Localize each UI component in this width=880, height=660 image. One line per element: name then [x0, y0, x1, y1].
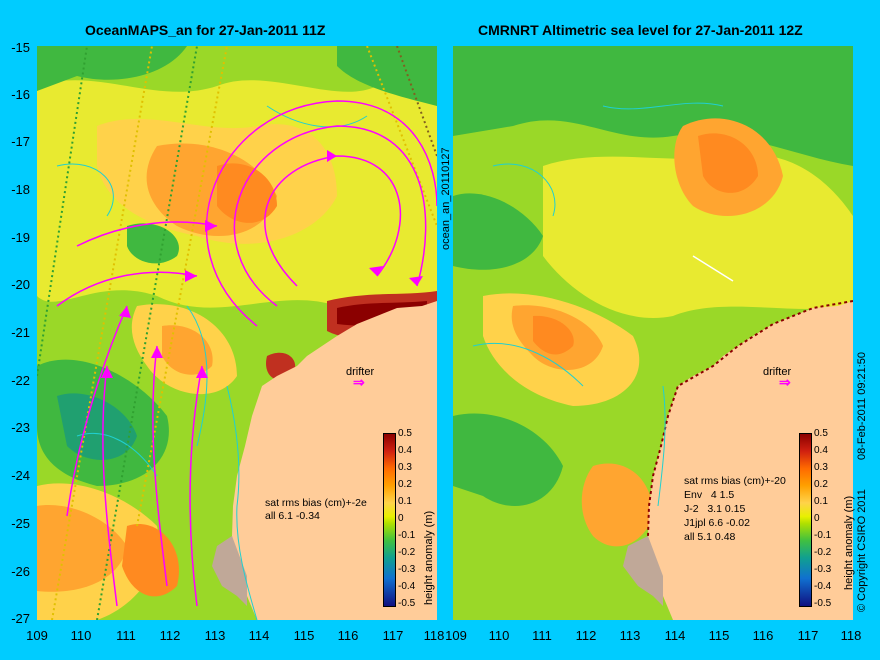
left-stats-header: sat rms bias (cm)+-2e	[265, 497, 367, 509]
colorbar-tick: 0.2	[398, 479, 412, 490]
lon-tick: 111	[116, 628, 136, 643]
colorbar-tick: 0	[398, 513, 404, 524]
drifter-label: drifter	[763, 366, 792, 378]
colorbar-tick: 0.4	[398, 445, 412, 456]
lat-tick: -26	[11, 564, 30, 579]
colorbar-tick: 0	[814, 513, 820, 524]
colorbar-tick: -0.4	[398, 581, 416, 592]
left-panel-title: OceanMAPS_an for 27-Jan-2011 11Z	[85, 22, 326, 38]
right-colorbar-label: height anomaly (m)	[843, 495, 855, 590]
right-stats-row: J-2 3.1 0.15	[684, 503, 746, 515]
colorbar-tick: 0.3	[398, 462, 412, 473]
lat-tick: -21	[11, 325, 30, 340]
colorbar-tick: -0.4	[814, 581, 832, 592]
colorbar-tick: 0.5	[398, 428, 412, 439]
left-map-field	[37, 46, 437, 620]
lon-tick: 113	[204, 628, 226, 643]
colorbar-tick: -0.5	[398, 598, 416, 609]
right-panel-title: CMRNRT Altimetric sea level for 27-Jan-2…	[478, 22, 803, 38]
lon-tick: 112	[159, 628, 181, 643]
left-stats-row: all 6.1 -0.34	[265, 510, 320, 522]
right-stats-row: all 5.1 0.48	[684, 531, 736, 543]
lon-tick: 116	[752, 628, 774, 643]
lat-tick: -16	[11, 87, 30, 102]
colorbar-tick: 0.4	[814, 445, 828, 456]
lon-tick: 114	[248, 628, 270, 643]
drifter-label: drifter	[346, 366, 375, 378]
colorbar-tick: 0.5	[814, 428, 828, 439]
right-stats-row: Env 4 1.5	[684, 489, 735, 501]
colorbar-tick: -0.1	[814, 530, 832, 541]
lon-tick: 114	[664, 628, 686, 643]
lon-tick: 109	[445, 628, 467, 643]
colorbar-tick: -0.1	[398, 530, 416, 541]
colorbar-tick: -0.2	[814, 547, 832, 558]
colorbar-tick: 0.1	[398, 496, 412, 507]
colorbar-tick: 0.2	[814, 479, 828, 490]
lon-tick: 115	[293, 628, 315, 643]
lat-tick: -20	[11, 277, 30, 292]
lon-tick: 112	[575, 628, 597, 643]
colorbar-tick: 0.3	[814, 462, 828, 473]
right-stats-header: sat rms bias (cm)+-20	[684, 475, 786, 487]
left-colorbar-label: height anomaly (m)	[423, 510, 435, 605]
right-map-field	[453, 46, 853, 620]
drifter-arrow-icon: ⇒	[353, 374, 365, 390]
left-map-panel	[37, 46, 437, 620]
lat-tick: -17	[11, 134, 30, 149]
lon-tick: 115	[708, 628, 730, 643]
colorbar-tick: -0.3	[398, 564, 416, 575]
right-colorbar	[799, 433, 812, 607]
lat-tick: -23	[11, 420, 30, 435]
lat-tick: -15	[11, 40, 30, 55]
lat-tick: -25	[11, 516, 30, 531]
lat-tick: -24	[11, 468, 30, 483]
colorbar-tick: -0.5	[814, 598, 832, 609]
copyright-label: © Copyright CSIRO 2011	[856, 489, 868, 612]
lon-tick: 110	[70, 628, 92, 643]
lat-tick: -27	[11, 611, 30, 626]
drifter-arrow-icon: ⇒	[779, 374, 791, 390]
colorbar-tick: -0.2	[398, 547, 416, 558]
lon-tick: 117	[797, 628, 819, 643]
lat-tick: -18	[11, 182, 30, 197]
lon-tick: 118	[840, 628, 862, 643]
lon-tick: 113	[619, 628, 641, 643]
colorbar-tick: 0.1	[814, 496, 828, 507]
timestamp-label: 08-Feb-2011 09:21:50	[856, 351, 868, 460]
lon-tick: 117	[382, 628, 404, 643]
lat-tick: -19	[11, 230, 30, 245]
lat-tick: -22	[11, 373, 30, 388]
right-map-panel	[453, 46, 853, 620]
lon-tick: 111	[532, 628, 552, 643]
left-run-label: ocean_an_20110127	[440, 147, 452, 250]
left-colorbar	[383, 433, 396, 607]
lon-tick: 116	[337, 628, 359, 643]
lon-tick: 110	[488, 628, 510, 643]
right-stats-row: J1jpl 6.6 -0.02	[684, 517, 750, 529]
colorbar-tick: -0.3	[814, 564, 832, 575]
lon-tick: 109	[26, 628, 48, 643]
lon-tick: 118	[423, 628, 445, 643]
